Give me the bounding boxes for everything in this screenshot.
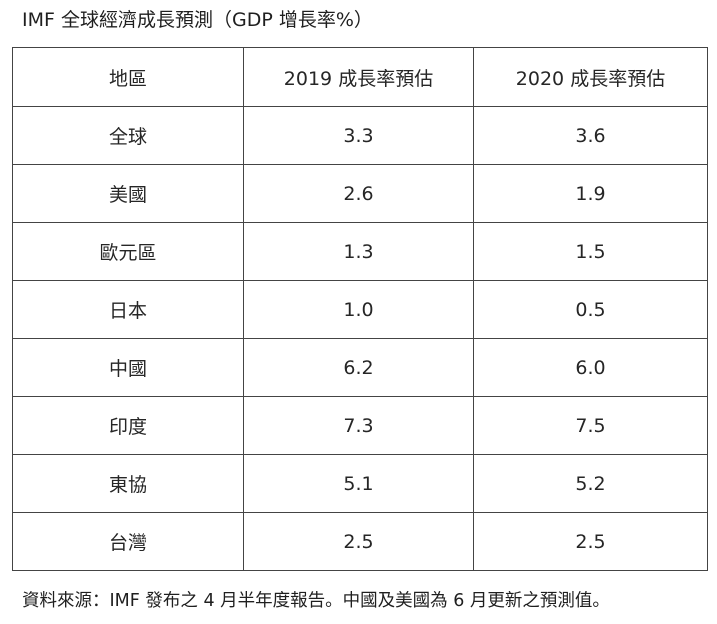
- value-2019-cell: 1.3: [243, 222, 474, 281]
- table-header: 地區 2019 成長率預估 2020 成長率預估: [12, 47, 708, 107]
- region-cell: 全球: [12, 106, 244, 165]
- region-cell: 歐元區: [12, 222, 244, 281]
- value-2020-cell: 1.5: [473, 222, 708, 281]
- table-row: 歐元區 1.3 1.5: [12, 222, 708, 281]
- value-2019-cell: 2.6: [243, 164, 474, 223]
- value-2020-cell: 1.9: [473, 164, 708, 223]
- source-note: 資料來源：IMF 發布之 4 月半年度報告。中國及美國為 6 月更新之預測值。: [22, 591, 610, 611]
- table-row: 美國 2.6 1.9: [12, 164, 708, 223]
- value-2020-cell: 6.0: [473, 338, 708, 397]
- value-2019-cell: 6.2: [243, 338, 474, 397]
- value-2020-cell: 5.2: [473, 454, 708, 513]
- value-2019-cell: 1.0: [243, 280, 474, 339]
- region-cell: 東協: [12, 454, 244, 513]
- table-body: 全球 3.3 3.6 美國 2.6 1.9 歐元區 1.3 1.5 日本 1.0…: [12, 106, 708, 571]
- value-2019-cell: 7.3: [243, 396, 474, 455]
- table-row: 全球 3.3 3.6: [12, 106, 708, 165]
- value-2019-cell: 5.1: [243, 454, 474, 513]
- value-2020-cell: 7.5: [473, 396, 708, 455]
- value-2019-cell: 3.3: [243, 106, 474, 165]
- column-header-region: 地區: [12, 47, 244, 107]
- value-2020-cell: 0.5: [473, 280, 708, 339]
- table-row: 日本 1.0 0.5: [12, 280, 708, 339]
- region-cell: 中國: [12, 338, 244, 397]
- column-header-2020: 2020 成長率預估: [473, 47, 708, 107]
- region-cell: 美國: [12, 164, 244, 223]
- gdp-forecast-table: 地區 2019 成長率預估 2020 成長率預估 全球 3.3 3.6 美國 2…: [12, 47, 708, 571]
- column-header-2019: 2019 成長率預估: [243, 47, 474, 107]
- region-cell: 日本: [12, 280, 244, 339]
- page-title: IMF 全球經濟成長預測（GDP 增長率%）: [22, 9, 373, 31]
- region-cell: 台灣: [12, 512, 244, 571]
- table-row: 東協 5.1 5.2: [12, 454, 708, 513]
- value-2019-cell: 2.5: [243, 512, 474, 571]
- table-row: 台灣 2.5 2.5: [12, 512, 708, 571]
- table-row: 中國 6.2 6.0: [12, 338, 708, 397]
- value-2020-cell: 2.5: [473, 512, 708, 571]
- value-2020-cell: 3.6: [473, 106, 708, 165]
- table-row: 印度 7.3 7.5: [12, 396, 708, 455]
- region-cell: 印度: [12, 396, 244, 455]
- header-row: 地區 2019 成長率預估 2020 成長率預估: [12, 47, 708, 107]
